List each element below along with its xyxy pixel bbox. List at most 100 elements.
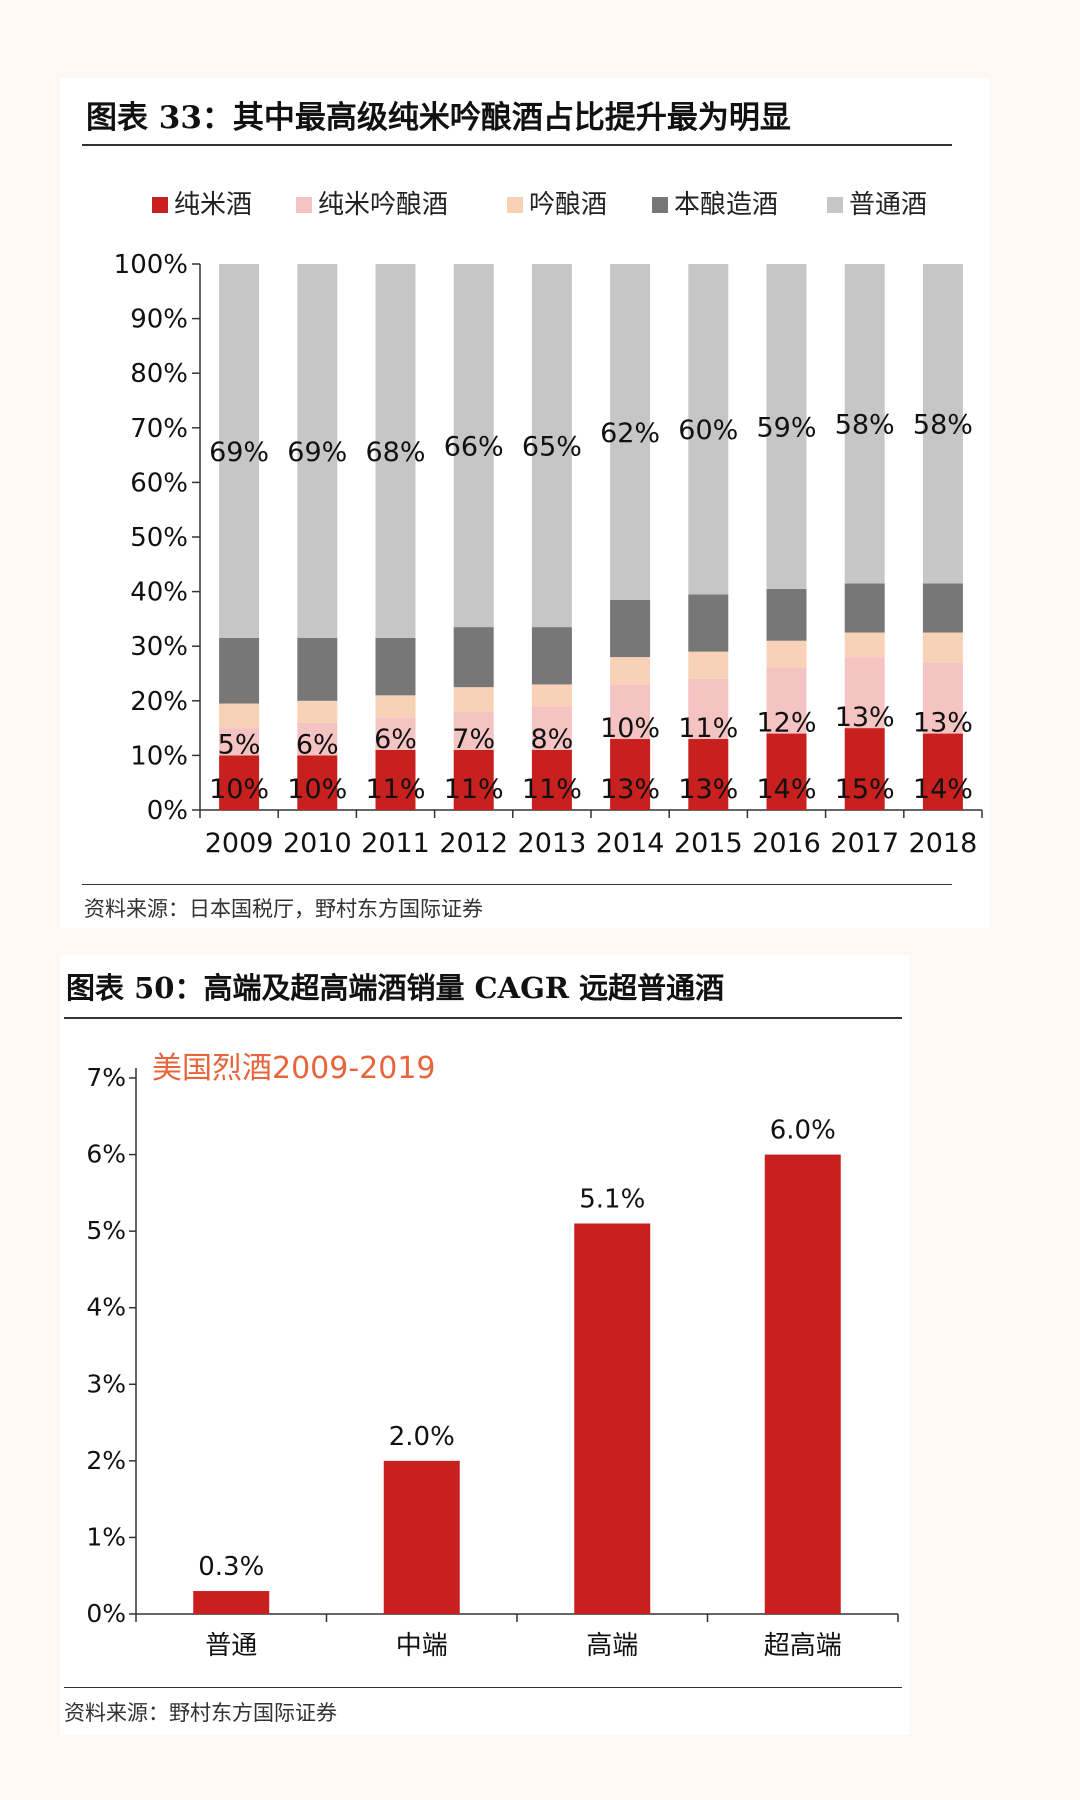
bar-2013-series-4: [531, 627, 572, 685]
legend-label-5: 普通酒: [849, 190, 927, 220]
bar-2013-series-1: [531, 749, 572, 810]
x-tick-label: 2014: [596, 828, 665, 859]
data-label-junmai: 11%: [522, 774, 582, 805]
x-tick-label: 2016: [752, 828, 821, 859]
y-tick-label: 20%: [130, 687, 188, 717]
data-label-futsu: 65%: [522, 432, 582, 463]
bar-2009-series-5: [219, 264, 260, 639]
y-tick-label: 0%: [147, 796, 188, 826]
data-label-junmai-ginjo: 6%: [296, 729, 339, 760]
bar-2018-series-3: [922, 632, 963, 663]
bar-2016-series-2: [766, 668, 807, 734]
bar-2017-series-3: [844, 632, 885, 658]
title-rule: [64, 1017, 902, 1019]
bar-3: [574, 1223, 651, 1614]
bar-2010-series-1: [297, 755, 338, 810]
data-label-junmai: 13%: [678, 774, 738, 805]
y-tick-label: 50%: [130, 523, 188, 553]
data-label-futsu: 58%: [835, 410, 895, 441]
legend-label-2: 纯米吟酿酒: [318, 190, 448, 220]
figure-50-title: 图表 50：高端及超高端酒销量 CAGR 远超普通酒: [66, 971, 725, 1005]
y-tick-label: 2%: [86, 1446, 126, 1475]
bar-2017-series-5: [844, 264, 885, 584]
bar-2013-series-2: [531, 706, 572, 750]
figure-50-panel: 图表 50：高端及超高端酒销量 CAGR 远超普通酒 美国烈酒2009-2019…: [60, 955, 910, 1735]
bar-2009-series-2: [219, 728, 260, 756]
figure-33-source: 资料来源：日本国税厅，野村东方国际证券: [84, 897, 483, 921]
y-tick-label: 80%: [130, 359, 188, 389]
data-label-junmai-ginjo: 13%: [913, 708, 973, 739]
bar-2018-series-4: [922, 583, 963, 633]
data-label-junmai: 14%: [913, 774, 973, 805]
stacked-bar-chart: 纯米酒 纯米吟酿酒 吟酿酒 本酿造酒 普通酒 0% 10% 20% 30% 40% 50% 60% 70…: [114, 190, 983, 859]
figure-33-title: 图表 33：其中最高级纯米吟酿酒占比提升最为明显: [86, 100, 791, 136]
x-tick-label: 中端: [396, 1631, 448, 1661]
x-tick-label: 2011: [361, 828, 430, 859]
data-label-junmai-ginjo: 11%: [678, 713, 738, 744]
x-tick-label: 2017: [830, 828, 899, 859]
x-tick-label: 2013: [518, 828, 587, 859]
bar-2012-series-3: [453, 687, 494, 712]
figure-50-source: 资料来源：野村东方国际证券: [64, 1701, 337, 1725]
data-label-futsu: 58%: [913, 410, 973, 441]
x-tick-label: 普通: [205, 1631, 257, 1661]
y-tick-label: 0%: [86, 1599, 126, 1628]
legend-label-1: 纯米酒: [174, 190, 252, 220]
data-label-futsu: 60%: [678, 415, 738, 446]
bar-2014-series-4: [610, 599, 651, 658]
bar-2012-series-5: [453, 264, 494, 628]
bar-2013-series-3: [531, 684, 572, 707]
bar-1: [193, 1591, 270, 1614]
y-tick-label: 4%: [86, 1293, 126, 1322]
x-tick-label: 2010: [283, 828, 352, 859]
bar-2014-series-2: [610, 684, 651, 740]
bar-2014-series-5: [610, 264, 651, 600]
data-label-futsu: 59%: [756, 412, 816, 443]
bar-2009-series-3: [219, 703, 260, 729]
bar-2015-series-3: [688, 651, 729, 679]
data-label-junmai: 10%: [287, 774, 347, 805]
bar-2016-series-3: [766, 640, 807, 669]
bar-2014-series-1: [610, 739, 651, 810]
data-label-junmai-ginjo: 6%: [374, 724, 417, 755]
bar-2014-series-3: [610, 657, 651, 685]
bar-2017-series-4: [844, 583, 885, 633]
bar-2018-series-1: [922, 733, 963, 810]
bar-2011-series-3: [375, 695, 416, 718]
bar-2016-series-4: [766, 588, 807, 641]
figure-33-panel: 图表 33：其中最高级纯米吟酿酒占比提升最为明显 纯米酒 纯米吟酿酒 吟酿酒 本酿造酒…: [60, 78, 990, 928]
bar-2010-series-3: [297, 700, 338, 723]
data-label-junmai: 11%: [444, 774, 504, 805]
y-tick-label: 3%: [86, 1369, 126, 1398]
y-tick-label: 30%: [130, 632, 188, 662]
legend-swatch-2: [296, 197, 312, 213]
bar-2010-series-5: [297, 264, 338, 639]
bar-2015-series-5: [688, 264, 729, 595]
data-label-junmai: 11%: [365, 774, 425, 805]
bar-2015-series-2: [688, 678, 729, 740]
bar-2011-series-5: [375, 264, 416, 639]
data-label: 6.0%: [770, 1116, 836, 1146]
data-label: 2.0%: [389, 1422, 455, 1452]
x-tick-label: 超高端: [764, 1631, 842, 1661]
bar-2010-series-2: [297, 722, 338, 756]
bar-2009-series-4: [219, 638, 260, 704]
y-tick-label: 5%: [86, 1216, 126, 1245]
y-tick-label: 90%: [130, 305, 188, 335]
bar-2010-series-4: [297, 638, 338, 701]
title-rule: [82, 144, 952, 146]
chart-title: 美国烈酒2009-2019: [152, 1051, 436, 1086]
data-label-futsu: 68%: [365, 437, 425, 468]
bar-2011-series-4: [375, 638, 416, 696]
legend-swatch-1: [152, 197, 168, 213]
x-tick-label: 2015: [674, 828, 743, 859]
source-rule: [82, 884, 952, 885]
source-rule: [64, 1687, 902, 1688]
bar-2018-series-2: [922, 662, 963, 734]
bar-2009-series-1: [219, 755, 260, 810]
bar-2012-series-2: [453, 711, 494, 750]
bar-2015-series-4: [688, 594, 729, 652]
y-tick-label: 6%: [86, 1140, 126, 1169]
bar-2012-series-4: [453, 627, 494, 688]
data-label-junmai-ginjo: 13%: [835, 702, 895, 733]
